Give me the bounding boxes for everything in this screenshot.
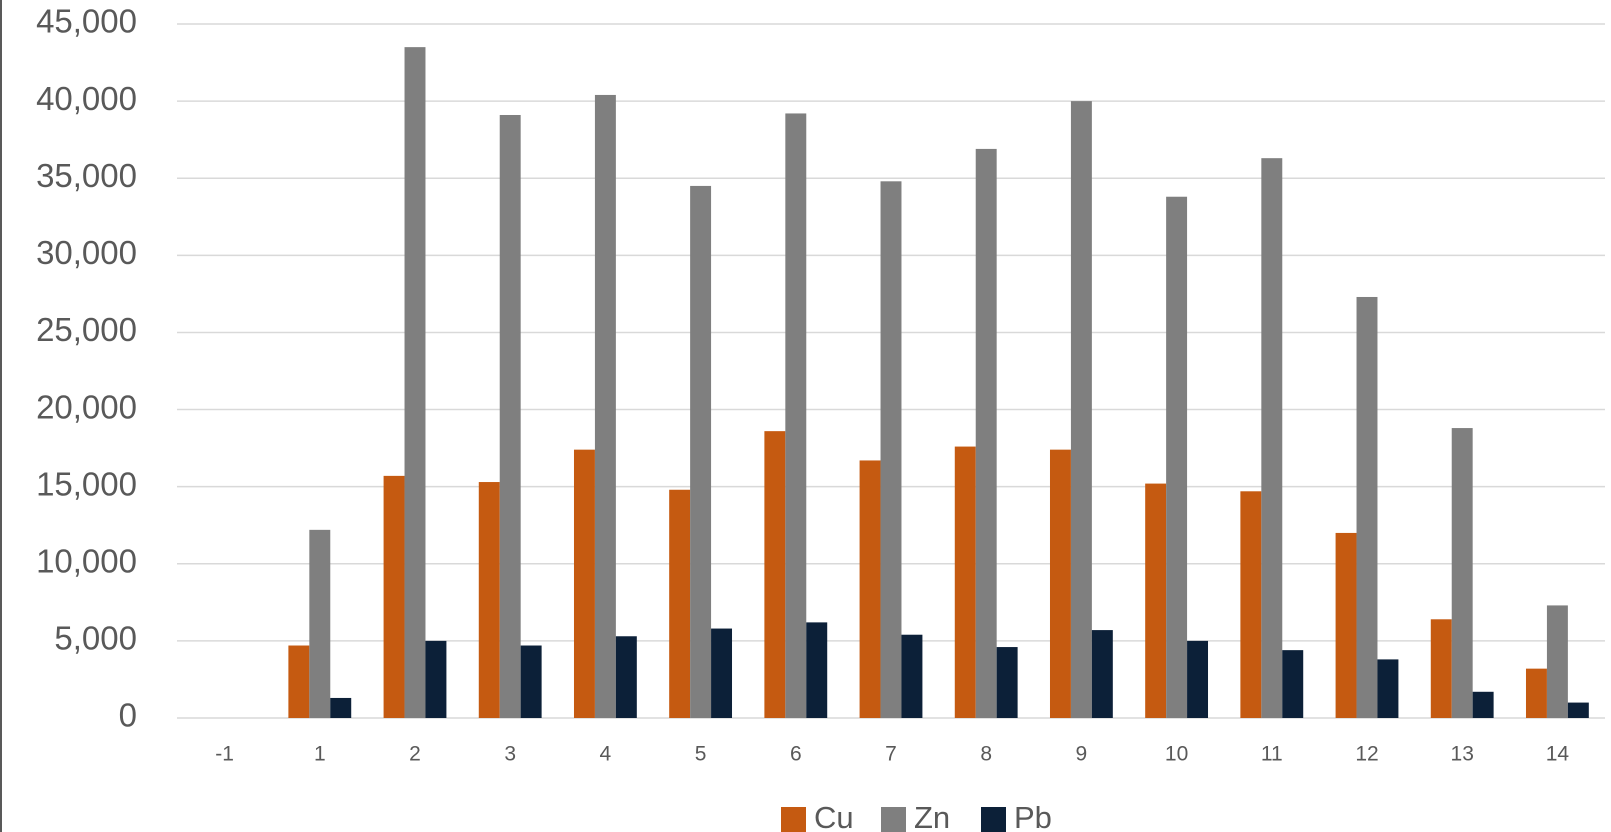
y-tick-label: 45,000	[36, 3, 137, 40]
bar	[1451, 428, 1473, 718]
x-tick-label: 8	[980, 743, 992, 766]
bar	[785, 113, 807, 718]
y-tick-label: 30,000	[36, 234, 137, 271]
bar	[1430, 619, 1452, 718]
y-tick-label: 15,000	[36, 465, 137, 502]
bar	[975, 148, 997, 719]
x-tick-label: 3	[504, 743, 516, 766]
bar	[996, 647, 1018, 718]
x-tick-label: 4	[600, 743, 612, 766]
legend-label: Cu	[814, 800, 854, 832]
bar	[499, 114, 521, 719]
legend-swatch	[981, 807, 1006, 832]
x-tick-label: 6	[790, 743, 802, 766]
bar	[1070, 101, 1092, 719]
bar	[1166, 196, 1188, 718]
y-tick-label: 0	[119, 697, 137, 734]
x-tick-label: 12	[1355, 743, 1378, 766]
bar	[383, 475, 405, 718]
x-tick-label: 10	[1165, 743, 1188, 766]
bar	[690, 185, 712, 718]
x-tick-label: 13	[1451, 743, 1474, 766]
bar	[1282, 650, 1304, 718]
bar	[1049, 449, 1071, 718]
x-tick-label: 11	[1261, 743, 1283, 766]
bar	[1091, 630, 1113, 718]
bar	[309, 529, 331, 718]
bar	[1187, 640, 1209, 718]
bar	[1567, 702, 1589, 718]
bar	[901, 634, 923, 718]
bar	[288, 645, 310, 718]
bar	[1472, 691, 1494, 718]
x-tick-label: 7	[885, 743, 897, 766]
bar	[669, 489, 691, 718]
bar	[1356, 296, 1378, 718]
bar	[573, 449, 595, 718]
bar	[711, 628, 733, 718]
y-tick-label: 25,000	[36, 311, 137, 348]
x-tick-label: 14	[1546, 743, 1570, 766]
bar	[425, 640, 447, 718]
legend-swatch	[781, 807, 806, 832]
bar	[615, 636, 637, 718]
x-tick-label: -1	[215, 743, 234, 766]
bar	[404, 47, 426, 718]
y-tick-label: 40,000	[36, 80, 137, 117]
x-tick-label: 9	[1076, 743, 1088, 766]
bar	[330, 697, 352, 718]
bar	[1261, 158, 1283, 718]
bar	[1145, 483, 1167, 718]
bar	[859, 460, 881, 718]
legend-swatch	[881, 807, 906, 832]
bar	[520, 645, 542, 718]
bar	[954, 446, 976, 718]
x-tick-label: 2	[409, 743, 421, 766]
y-tick-label: 10,000	[36, 542, 137, 579]
bar	[764, 431, 786, 718]
y-tick-label: 20,000	[36, 388, 137, 425]
bar	[1377, 659, 1399, 718]
x-tick-label: 1	[314, 743, 326, 766]
bar	[880, 181, 902, 719]
y-tick-label: 35,000	[36, 157, 137, 194]
bar	[478, 482, 500, 718]
bar	[1335, 532, 1357, 718]
bar	[1546, 605, 1568, 718]
y-tick-label: 5,000	[54, 620, 137, 657]
legend-label: Pb	[1014, 800, 1052, 832]
bar	[1240, 491, 1262, 718]
legend-label: Zn	[914, 800, 950, 832]
bar	[594, 94, 616, 719]
x-tick-label: 5	[695, 743, 707, 766]
bar	[1525, 668, 1547, 718]
bar	[806, 622, 828, 718]
